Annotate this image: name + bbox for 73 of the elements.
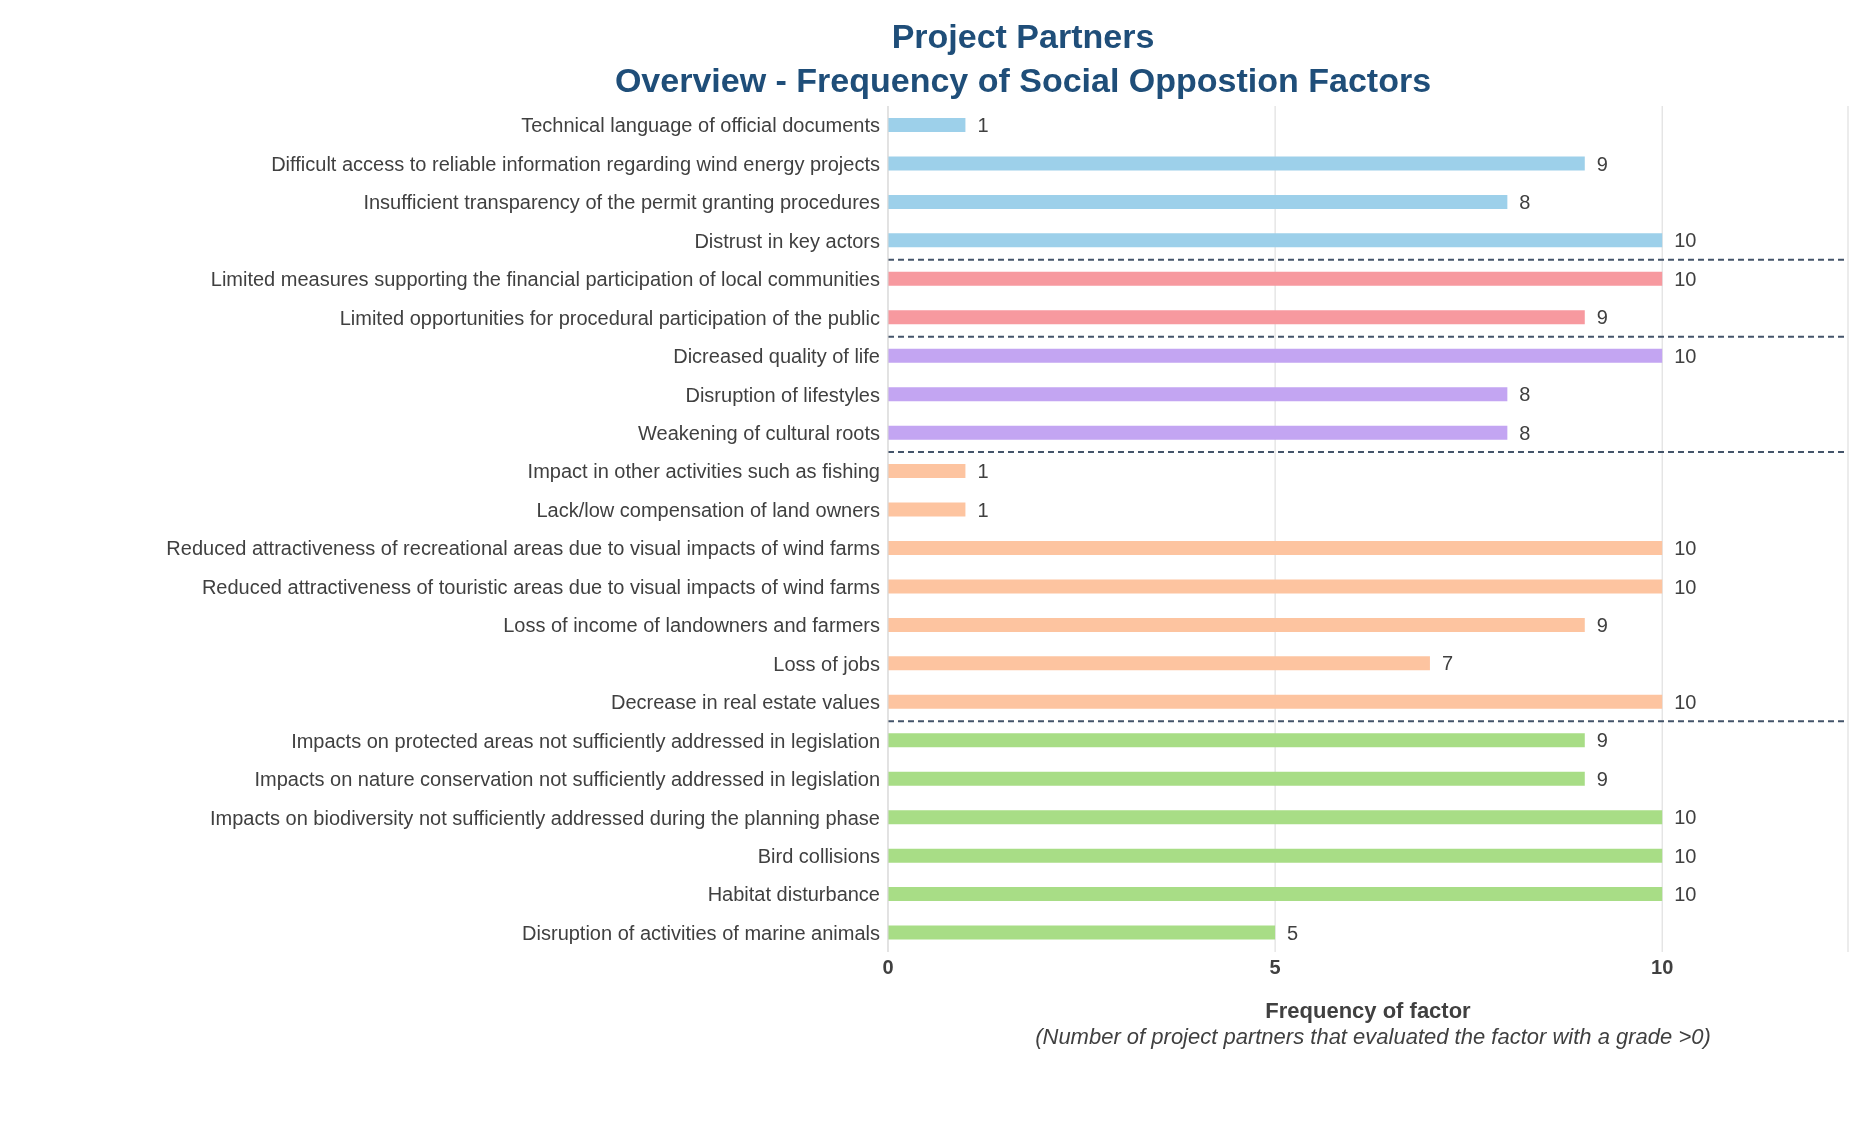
data-label: 9 — [1596, 767, 1608, 790]
chart-title: Project Partners — [890, 16, 1156, 57]
bar — [888, 118, 966, 132]
bar — [888, 387, 1508, 402]
y-tick-label: Decrease in real estate values — [610, 691, 880, 714]
data-label: 9 — [1596, 152, 1608, 175]
bar — [888, 425, 1508, 440]
x-tick-label: 0 — [882, 956, 894, 979]
y-tick-label: Reduced attractiveness of recreational areas due to visual impacts of wind farms — [166, 537, 880, 560]
y-tick-label: Loss of income of landowners and farmers — [503, 614, 880, 637]
y-tick-label: Impacts on biodiversity not sufficiently addressed during the planning phase — [209, 806, 880, 829]
y-tick-label: Impacts on protected areas not sufficiently addressed in legislation — [291, 729, 880, 752]
data-label: 7 — [1441, 652, 1454, 675]
y-tick-label: Lack/low compensation of land owners — [536, 498, 880, 521]
text: (Number of project partners that evaluated the factor with a grade >0) — [1034, 1024, 1712, 1050]
y-tick-label: Habitat disturbance — [707, 883, 880, 906]
y-tick-label: Weakening of cultural roots — [638, 421, 880, 444]
y-tick-label: Difficult access to reliable information regarding wind energy projects — [271, 152, 880, 175]
bar — [888, 194, 1508, 209]
bar — [888, 694, 1663, 709]
data-label: 10 — [1674, 344, 1697, 367]
data-label: 10 — [1674, 806, 1697, 829]
data-label: 8 — [1519, 191, 1531, 214]
data-label: 9 — [1596, 306, 1608, 329]
y-tick-label: Dicreased quality of life — [673, 345, 880, 368]
data-label: 5 — [1287, 921, 1299, 944]
y-tick-label: Impacts on nature conservation not sufficiently addressed in legislation — [254, 768, 880, 791]
bar — [888, 464, 966, 479]
bar — [888, 541, 1663, 555]
x-tick-label: 5 — [1269, 956, 1281, 979]
y-tick-label: Disruption of activities of marine animals — [522, 921, 880, 944]
bar — [888, 887, 1663, 902]
y-tick-label: Impact in other activities such as fishing — [527, 460, 880, 483]
data-label: 8 — [1519, 383, 1531, 406]
y-tick-label: Limited opportunities for procedural participation of the public — [339, 306, 880, 329]
bar — [888, 310, 1585, 325]
data-label: 10 — [1674, 883, 1697, 906]
data-label: 1 — [977, 114, 989, 137]
bar — [888, 156, 1585, 171]
bar — [888, 656, 1430, 671]
bar — [888, 502, 966, 517]
bar — [888, 733, 1585, 748]
bar — [888, 348, 1663, 363]
data-label: 10 — [1674, 229, 1697, 252]
data-label: 10 — [1674, 537, 1697, 560]
bar — [888, 271, 1663, 286]
data-label: 9 — [1596, 729, 1608, 752]
data-label: 10 — [1674, 690, 1697, 713]
data-label: 8 — [1519, 421, 1531, 444]
x-tick-label: 10 — [1651, 956, 1674, 979]
x-axis-title: Frequency of factor — [1265, 998, 1472, 1023]
data-label: 10 — [1674, 844, 1697, 867]
y-tick-label: Reduced attractiveness of touristic areas due to visual impacts of wind farms — [201, 575, 880, 598]
y-tick-label: Disruption of lifestyles — [685, 383, 880, 406]
y-tick-label: Limited measures supporting the financial participation of local communities — [210, 268, 880, 291]
data-label: 1 — [977, 460, 989, 483]
data-label: 1 — [977, 498, 989, 521]
bar — [888, 925, 1276, 940]
bar — [888, 848, 1663, 863]
chart-subtitle: Overview - Frequency of Social Oppostion Factors — [613, 60, 1433, 101]
bar — [888, 233, 1663, 248]
y-tick-label: Bird collisions — [757, 844, 880, 867]
data-label: 9 — [1596, 614, 1608, 637]
y-tick-label: Insufficient transparency of the permit granting procedures — [363, 191, 880, 214]
y-tick-label: Loss of jobs — [773, 652, 880, 675]
data-label: 10 — [1674, 267, 1697, 290]
data-label: 10 — [1674, 575, 1697, 598]
bar — [888, 617, 1585, 632]
y-tick-label: Distrust in key actors — [694, 229, 880, 252]
y-tick-label: Technical language of official documents — [521, 114, 880, 137]
bar — [888, 810, 1663, 825]
bar — [888, 579, 1663, 594]
bar — [888, 771, 1585, 786]
